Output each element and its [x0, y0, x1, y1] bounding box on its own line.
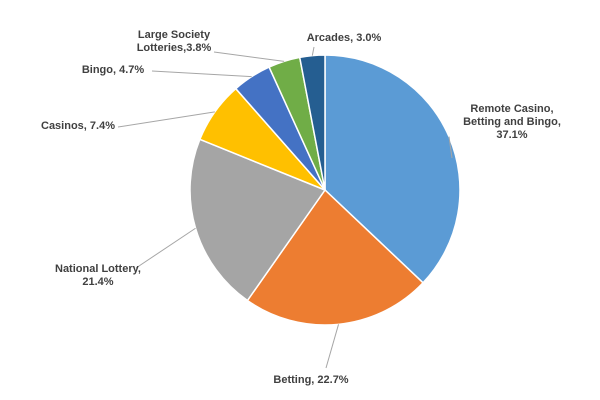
leader-lines	[117, 46, 453, 369]
slice-label-4: Bingo, 4.7%	[82, 64, 145, 76]
slice-label-6-line-0: Arcades, 3.0%	[307, 32, 382, 44]
slice-label-0-line-2: 37.1%	[496, 129, 527, 141]
leader-line-1	[325, 324, 340, 369]
slice-label-1-line-0: Betting, 22.7%	[273, 374, 348, 386]
leader-line-4	[151, 70, 252, 78]
leader-line-6	[311, 46, 315, 56]
slice-label-3: Casinos, 7.4%	[41, 120, 115, 132]
slice-label-5-line-0: Large Society	[138, 29, 211, 41]
slice-label-2: National Lottery, 21.4%	[55, 263, 141, 288]
slice-label-4-line-0: Bingo, 4.7%	[82, 64, 145, 76]
slice-labels: Remote Casino, Betting and Bingo, 37.1%Bet…	[41, 29, 561, 386]
slice-label-0-line-1: Betting and Bingo,	[463, 116, 561, 128]
leader-line-0	[448, 136, 453, 159]
pie-slice-2	[189, 138, 327, 302]
slice-label-1: Betting, 22.7%	[273, 374, 348, 386]
slice-label-2-line-0: National Lottery,	[55, 263, 141, 275]
slice-label-5: Large Society Lotteries,3.8%	[137, 29, 212, 54]
slice-label-3-line-0: Casinos, 7.4%	[41, 120, 115, 132]
slice-label-5-line-1: Lotteries,3.8%	[137, 42, 212, 54]
slice-label-2-line-1: 21.4%	[82, 276, 113, 288]
pie-slices	[189, 54, 461, 326]
leader-line-3	[117, 111, 215, 128]
slice-label-0: Remote Casino, Betting and Bingo, 37.1%	[463, 103, 561, 141]
leader-line-5	[213, 51, 285, 62]
slice-label-6: Arcades, 3.0%	[307, 32, 382, 44]
slice-label-0-line-0: Remote Casino,	[470, 103, 553, 115]
pie-slice-6	[298, 54, 326, 191]
leader-line-2	[135, 227, 196, 269]
